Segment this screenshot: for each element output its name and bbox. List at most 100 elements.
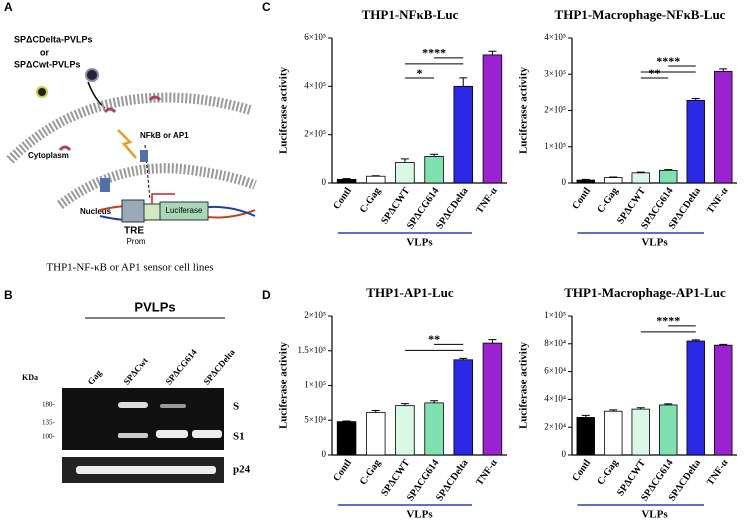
blot-title: PVLPs (134, 299, 175, 314)
x-tick-label: Contl (331, 458, 354, 484)
y-axis-label: Luciferase activity (278, 66, 290, 154)
panel-label: C (262, 0, 271, 14)
bar (395, 405, 415, 456)
y-tick-label: 0 (322, 449, 327, 459)
vlp-particle (36, 86, 48, 98)
x-tick-label: TNF-α (474, 457, 500, 487)
y-tick-label: 4×10⁴ (544, 393, 566, 403)
error-bar (459, 77, 468, 87)
y-tick-label: 1.5×10⁵ (298, 345, 326, 355)
bar (576, 179, 595, 184)
error-bar (719, 343, 728, 346)
error-bar (636, 171, 645, 173)
lane-label: Gag (85, 368, 103, 387)
error-bar (609, 409, 618, 412)
error-bar (691, 98, 700, 101)
lane-label: SPΔCDelta (201, 347, 237, 387)
y-tick-label: 6×10⁴ (544, 366, 566, 376)
significance-label: * (417, 66, 423, 80)
band (76, 466, 216, 474)
x-tick-label: Contl (570, 458, 593, 484)
factor-box (140, 150, 148, 162)
x-tick-label: Contl (570, 186, 593, 212)
error-bar (430, 400, 439, 403)
marker: 180- (42, 401, 56, 409)
bar (604, 410, 623, 456)
band (192, 430, 222, 438)
x-tick-label: C-Gag (358, 186, 383, 216)
error-bar (581, 178, 590, 181)
error-bar (609, 176, 618, 178)
y-tick-label: 1×10⁵ (544, 310, 566, 320)
bar (424, 156, 444, 184)
significance-label: **** (656, 54, 680, 68)
error-bar (342, 178, 351, 180)
y-tick-label: 4×10⁵ (304, 80, 326, 90)
y-tick-label: 1×10⁵ (304, 380, 326, 390)
group-label: VLPs (641, 237, 668, 249)
y-tick-label: 5×10⁴ (304, 414, 326, 424)
compartment-label: Nucleus (80, 207, 112, 216)
error-bar (719, 68, 728, 72)
bar (631, 172, 650, 184)
bar (604, 177, 623, 184)
marker: 135- (42, 419, 56, 427)
x-tick-label: TNF-α (474, 185, 500, 215)
lane-label: SPΔCG614 (163, 347, 199, 387)
x-tick-label: C-Gag (595, 458, 620, 488)
error-bar (400, 403, 409, 406)
bar (714, 70, 733, 184)
significance-label: ** (649, 66, 661, 80)
y-tick-label: 8×10⁴ (544, 338, 566, 348)
vlp-particle (85, 68, 99, 82)
band-label: p24 (233, 464, 251, 476)
kda-label: KDa (22, 373, 38, 382)
band (118, 402, 148, 408)
band (160, 404, 186, 408)
panel-label: D (262, 288, 271, 302)
membrane (6, 92, 252, 164)
luciferase-box (159, 201, 209, 221)
y-tick-label: 2×10⁵ (544, 105, 566, 115)
error-bar (400, 158, 409, 163)
bar (424, 402, 444, 456)
caption: THP1-NF-κB or AP1 sensor cell lines (46, 262, 213, 274)
panel-label: A (4, 0, 13, 14)
error-bar (581, 414, 590, 418)
error-bar (459, 357, 468, 360)
group-label: VLPs (641, 509, 668, 521)
element-label: Prom (126, 237, 145, 246)
significance-label: **** (422, 46, 446, 60)
compartment-label: Cytoplasm (28, 151, 69, 160)
x-tick-label: TNF-α (705, 185, 731, 215)
x-tick-label: C-Gag (358, 458, 383, 488)
bar (453, 85, 473, 184)
error-bar (664, 169, 673, 171)
bar (366, 175, 386, 184)
band (118, 433, 148, 438)
error-bar (371, 410, 380, 413)
factor-label: NFkB or AP1 (140, 131, 189, 140)
arrow (151, 193, 175, 204)
chart-title: THP1-AP1-Luc (366, 285, 454, 300)
vlp-label: or (40, 47, 49, 57)
signal (117, 129, 137, 159)
band (156, 430, 188, 438)
chart-title: THP1-Macrophage-AP1-Luc (564, 285, 726, 300)
prom-box (143, 203, 161, 221)
nuclear-membrane (57, 163, 257, 210)
y-tick-label: 1×10⁵ (544, 141, 566, 151)
element-label: TRE (124, 226, 144, 237)
error-bar (664, 403, 673, 405)
bar (482, 54, 503, 184)
error-bar (342, 420, 351, 422)
bar (686, 340, 705, 456)
y-axis-label: Luciferase activity (518, 66, 530, 154)
band-label: S (233, 401, 239, 413)
factor-box (100, 178, 110, 192)
error-bar (488, 339, 497, 344)
y-tick-label: 3×10⁵ (544, 68, 566, 78)
arrow (144, 144, 151, 201)
bar (714, 344, 733, 456)
y-tick-label: 0 (322, 177, 327, 187)
